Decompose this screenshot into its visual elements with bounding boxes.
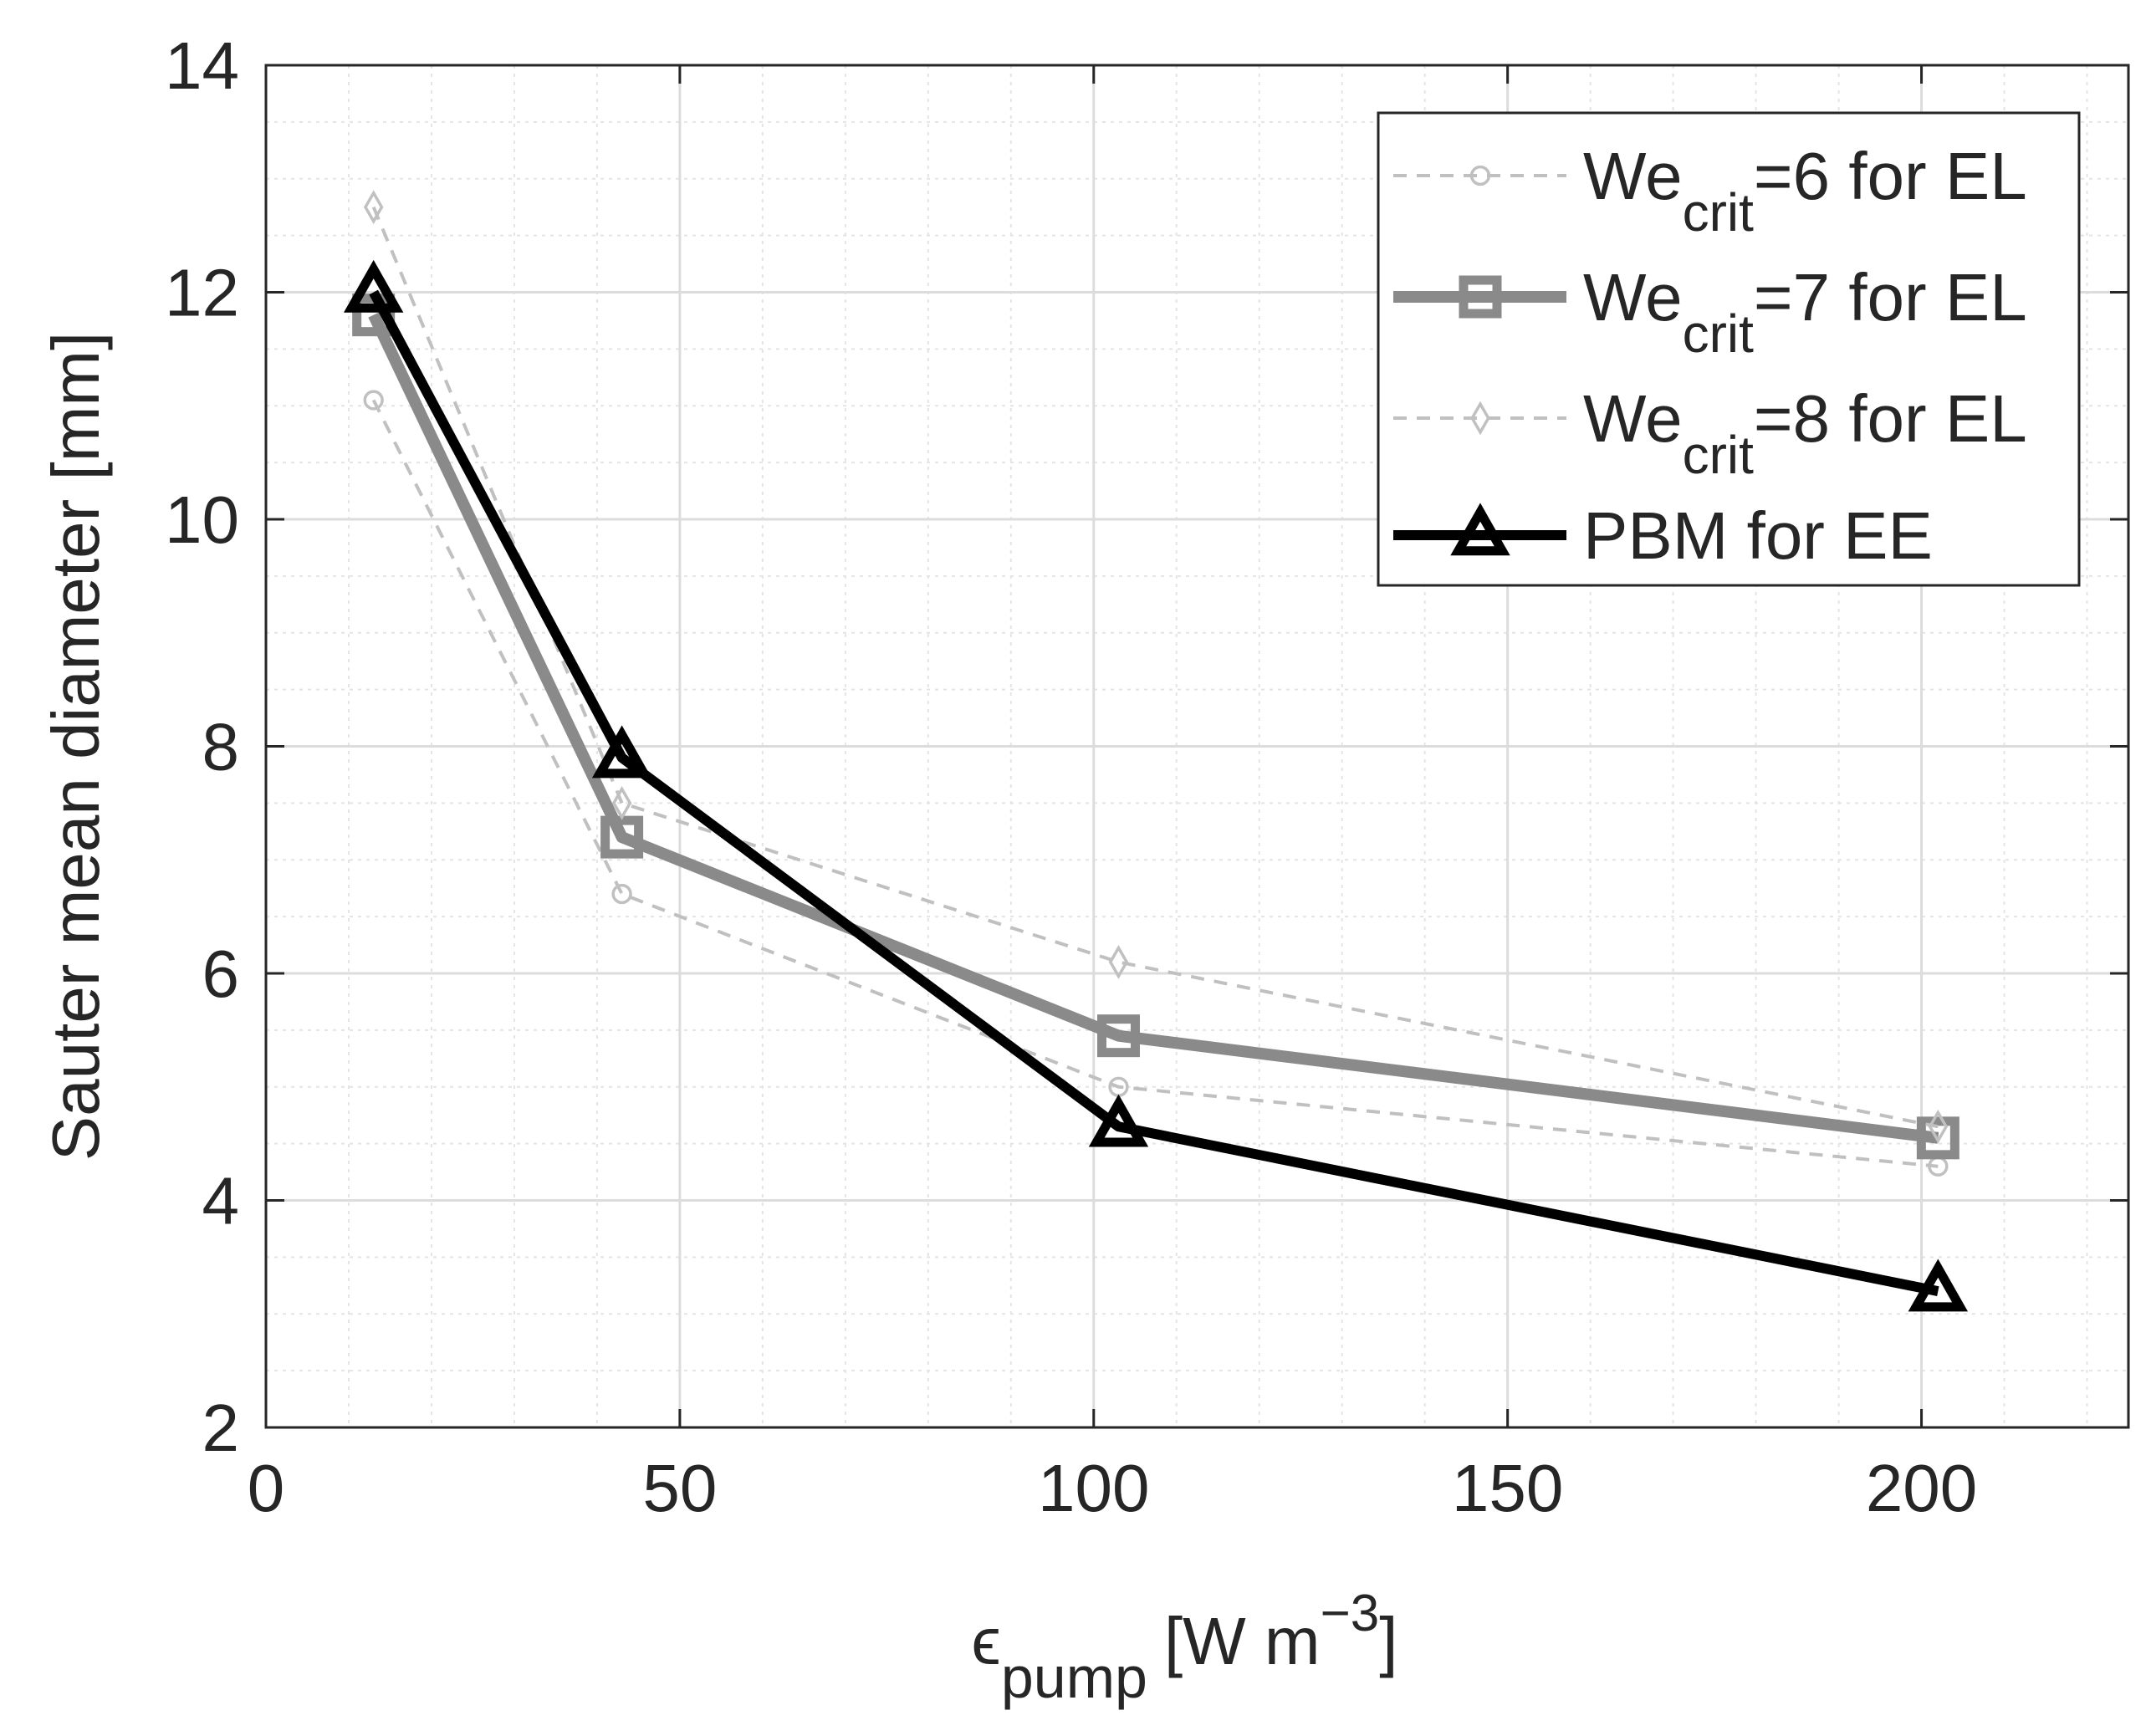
y-axis-label: Sauter mean diameter [mm] <box>38 332 113 1161</box>
x-axis-unit-exponent: −3 <box>1321 1585 1380 1642</box>
legend-label: Wecrit=7 for EL <box>1583 260 2027 364</box>
legend-label-subscript: crit <box>1683 182 1755 243</box>
data-point-triangle <box>1908 1259 1969 1312</box>
axis-ticks <box>264 64 2128 1429</box>
legend-label-subscript: crit <box>1683 425 1755 485</box>
x-tick-label: 150 <box>1452 1451 1563 1525</box>
x-tick-label: 0 <box>248 1451 285 1525</box>
legend-label-main: We <box>1583 260 1683 334</box>
legend-marker-square <box>1459 275 1502 319</box>
y-tick-label: 10 <box>165 483 239 557</box>
y-tick-label: 12 <box>165 256 239 330</box>
y-tick-label: 8 <box>202 710 240 784</box>
legend-label-main: We <box>1583 139 1683 213</box>
legend-label-main: We <box>1583 381 1683 456</box>
y-tick-label: 6 <box>202 937 240 1011</box>
legend-marker-circle <box>1469 165 1491 186</box>
series-4 <box>343 259 1969 1312</box>
legend-label: Wecrit=8 for EL <box>1583 381 2027 485</box>
legend-box <box>1377 111 2081 587</box>
series-line <box>369 289 1939 1296</box>
x-axis-subscript: pump <box>1001 1645 1147 1710</box>
data-point-diamond <box>363 190 384 225</box>
x-tick-label: 100 <box>1038 1451 1149 1525</box>
data-point-diamond <box>611 785 632 820</box>
data-point-square <box>1096 1014 1140 1058</box>
tick-labels: 0 50 100 150 200 2 4 6 8 10 12 14 <box>165 28 1977 1525</box>
data-point-diamond <box>1108 945 1129 979</box>
x-axis-symbol: ϵ <box>971 1604 1000 1678</box>
x-axis-label: ϵpump [W m−3] <box>971 1585 1397 1710</box>
x-tick-label: 50 <box>642 1451 717 1525</box>
x-axis-unit-close: ] <box>1379 1604 1397 1678</box>
series-3 <box>363 190 1949 1144</box>
series-layer <box>343 190 1969 1312</box>
y-tick-label: 14 <box>165 28 239 103</box>
data-point-triangle <box>1088 1094 1149 1147</box>
data-point-diamond <box>1928 1109 1949 1144</box>
legend-label-main: PBM for EE <box>1583 498 1933 573</box>
legend-marker-diamond <box>1470 401 1490 436</box>
y-tick-label: 4 <box>202 1164 240 1238</box>
legend-label-subscript: crit <box>1683 304 1755 364</box>
legend-marker-triangle <box>1450 503 1510 556</box>
data-point-triangle <box>591 725 652 779</box>
data-point-circle <box>611 883 632 905</box>
data-point-circle <box>363 390 384 411</box>
x-tick-label: 200 <box>1866 1451 1977 1525</box>
data-point-triangle <box>343 259 404 313</box>
legend-label-rest: =6 for EL <box>1754 139 2027 213</box>
legend-label-rest: =7 for EL <box>1754 260 2027 334</box>
data-point-square <box>600 815 644 859</box>
legend-label: Wecrit=6 for EL <box>1583 139 2027 243</box>
x-axis-unit: [W m <box>1164 1604 1321 1678</box>
legend-label: PBM for EE <box>1583 498 1933 573</box>
data-point-square <box>1916 1116 1959 1160</box>
y-tick-label: 2 <box>202 1391 240 1465</box>
legend-label-rest: =8 for EL <box>1754 381 2027 456</box>
